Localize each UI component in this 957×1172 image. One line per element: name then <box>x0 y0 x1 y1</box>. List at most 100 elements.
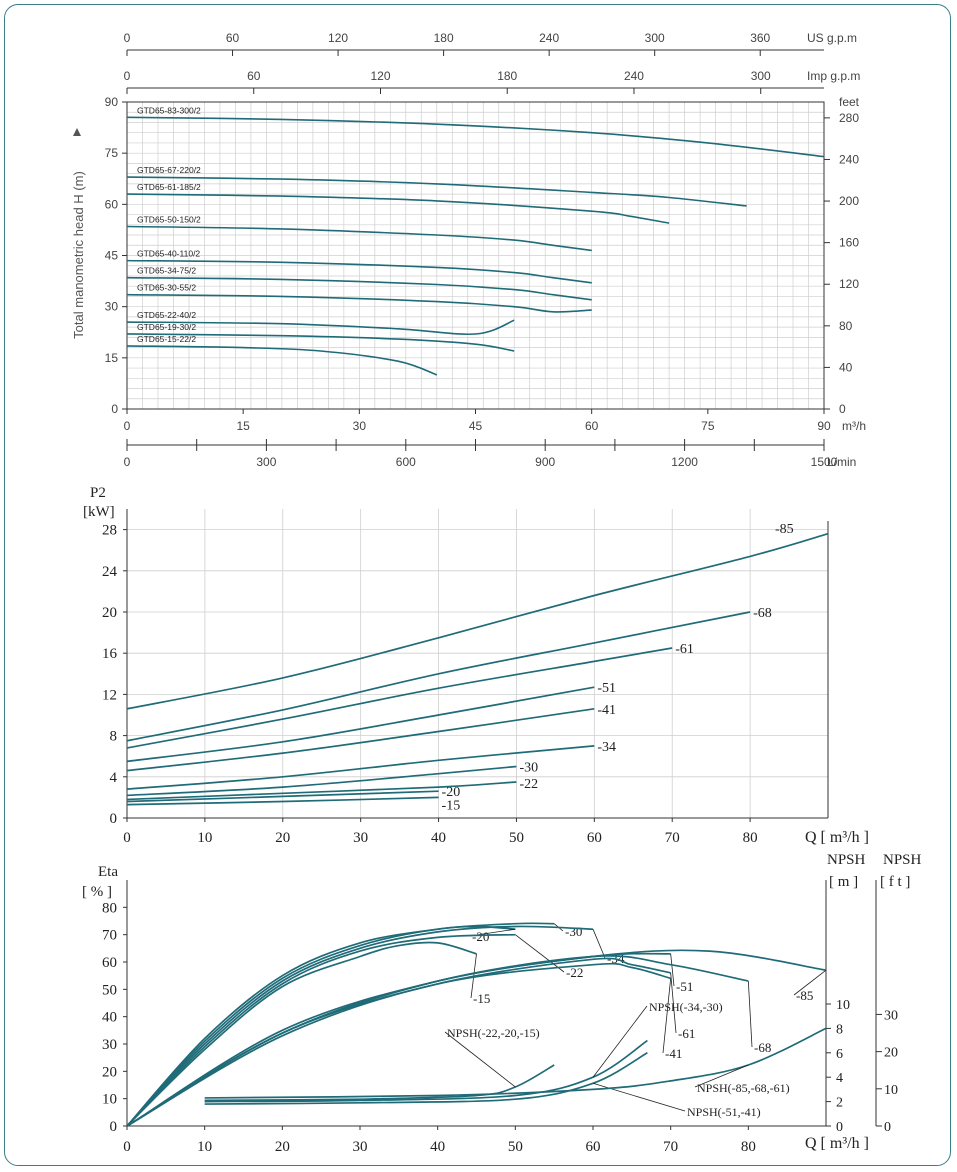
head-curve-label: GTD65-50-150/2 <box>137 215 201 225</box>
x-tick-label: 60 <box>586 1139 601 1155</box>
npsh-ft-tick-label: 20 <box>884 1046 898 1061</box>
power-curve <box>126 686 595 763</box>
eta-curve-label: -51 <box>676 979 693 994</box>
power-curve-label: -51 <box>597 681 616 696</box>
eta-curve-label: -61 <box>678 1026 695 1041</box>
head-curve <box>126 293 592 313</box>
y-tick-label: 0 <box>110 811 118 827</box>
npsh-curve <box>204 1039 648 1103</box>
us-gpm-tick-label: 120 <box>328 31 348 45</box>
lmin-tick-label: 1200 <box>671 455 698 469</box>
head-curve <box>126 345 438 376</box>
feet-tick-label: 240 <box>839 152 859 166</box>
x-tick-label: 15 <box>236 419 250 433</box>
imp-gpm-tick-label: 60 <box>247 69 261 83</box>
x-tick-label: 90 <box>817 419 831 433</box>
imp-gpm-tick-label: 120 <box>370 69 390 83</box>
x-tick-label: 30 <box>353 419 367 433</box>
us-gpm-tick-label: 300 <box>645 31 665 45</box>
y-tick-label: 30 <box>105 300 119 314</box>
head-curve <box>126 259 592 284</box>
power-curve <box>126 647 673 749</box>
power-curve <box>126 745 595 791</box>
npsh-curve-label: NPSH(-22,-20,-15) <box>447 1026 540 1040</box>
y-tick-label: 0 <box>110 1119 118 1135</box>
y-tick-label: 0 <box>111 402 118 416</box>
y-axis-label-unit: [kW] <box>83 504 115 520</box>
eta-leader-line <box>515 934 565 973</box>
feet-tick-label: 40 <box>839 360 853 374</box>
us-gpm-tick-label: 240 <box>539 31 559 45</box>
x-tick-label: 40 <box>431 830 446 846</box>
x-tick-label: 70 <box>663 1139 678 1155</box>
npsh-curve-label: NPSH(-34,-30) <box>649 1000 723 1014</box>
npsh-m-tick-label: 6 <box>836 1047 843 1062</box>
lmin-tick-label: 600 <box>396 455 416 469</box>
head-curve <box>126 333 515 352</box>
y-tick-label: 40 <box>102 1010 117 1026</box>
npsh-ft-tick-label: 30 <box>884 1008 898 1023</box>
us-gpm-tick-label: 0 <box>124 31 131 45</box>
npsh-ft-label: NPSH <box>883 852 922 868</box>
x-tick-label: 0 <box>123 830 131 846</box>
y-tick-label: 90 <box>105 95 119 109</box>
x-tick-label: 0 <box>123 1139 131 1155</box>
y-tick-label: 20 <box>102 605 117 621</box>
eta-leader-line <box>662 978 672 1054</box>
power-curve <box>126 707 595 772</box>
chart-frame <box>4 4 951 1166</box>
feet-tick-label: 160 <box>839 236 859 250</box>
eta-leader-line <box>793 969 827 996</box>
y-tick-label: 4 <box>110 770 118 786</box>
feet-tick-label: 200 <box>839 194 859 208</box>
x-tick-label: 20 <box>275 1139 290 1155</box>
npsh-leader-line <box>592 1005 648 1078</box>
power-curve-label: -41 <box>597 703 616 718</box>
eta-curve <box>126 941 477 1127</box>
power-curve <box>126 796 439 806</box>
y-tick-label: 15 <box>105 351 119 365</box>
eta-curve-label: -15 <box>473 991 490 1006</box>
y-tick-label: 20 <box>102 1064 117 1080</box>
x-tick-label: 30 <box>353 830 368 846</box>
eta-curve-label: -20 <box>472 929 489 944</box>
x-tick-label: 10 <box>197 830 212 846</box>
npsh-leader-line <box>694 1064 749 1088</box>
eta-leader-line <box>747 981 753 1048</box>
y-tick-label: 60 <box>102 955 117 971</box>
imp-gpm-tick-label: 180 <box>497 69 517 83</box>
power-curve <box>126 611 751 742</box>
power-curve <box>126 532 829 710</box>
npsh-m-tick-label: 10 <box>836 998 850 1013</box>
eta-curve-label: -22 <box>566 965 583 980</box>
lmin-axis-label: L/min <box>827 455 856 469</box>
head-curve-label: GTD65-19-30/2 <box>137 322 196 332</box>
lmin-tick-label: 1500 <box>811 455 838 469</box>
us-gpm-tick-label: 180 <box>434 31 454 45</box>
npsh-ft-tick-label: 10 <box>884 1083 898 1098</box>
eta-leader-line <box>592 929 606 959</box>
lmin-tick-label: 900 <box>535 455 555 469</box>
eta-curve <box>126 925 594 1127</box>
x-axis-label: Q [ m³/h ] <box>805 1135 869 1152</box>
imp-gpm-tick-label: 300 <box>751 69 771 83</box>
y-tick-label: 12 <box>102 687 117 703</box>
npsh-ft-tick-label: 0 <box>884 1120 891 1135</box>
npsh-curve-label: NPSH(-85,-68,-61) <box>697 1081 790 1095</box>
x-tick-label: 60 <box>587 830 602 846</box>
power-curve <box>126 781 517 801</box>
x-tick-label: 50 <box>509 830 524 846</box>
y-tick-label: 30 <box>102 1037 117 1053</box>
eta-curve <box>126 933 516 1127</box>
power-curve <box>126 765 517 797</box>
x-axis-label: m³/h <box>842 419 866 433</box>
head-curve <box>126 193 670 224</box>
feet-tick-label: 280 <box>839 111 859 125</box>
head-curve <box>126 225 592 252</box>
npsh-m-tick-label: 4 <box>836 1071 843 1086</box>
feet-tick-label: 0 <box>839 402 846 416</box>
lmin-tick-label: 300 <box>256 455 276 469</box>
eta-curve-label: -85 <box>796 988 813 1003</box>
x-tick-label: 10 <box>197 1139 212 1155</box>
